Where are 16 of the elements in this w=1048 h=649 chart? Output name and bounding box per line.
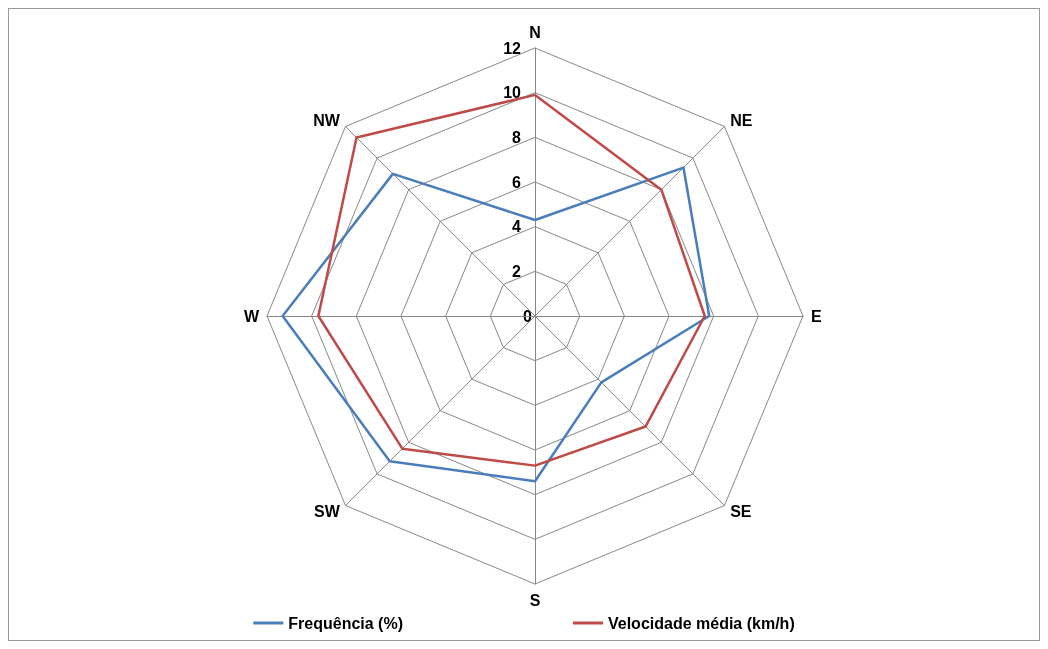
y-tick-label: 4 bbox=[512, 218, 522, 236]
y-tick-label: 2 bbox=[512, 262, 522, 280]
y-tick-label: 10 bbox=[503, 84, 522, 102]
y-tick-label: 6 bbox=[512, 173, 522, 191]
legend-label: Velocidade média (km/h) bbox=[607, 614, 795, 632]
spoke-label: E bbox=[811, 307, 822, 325]
spoke-label: S bbox=[529, 591, 541, 609]
legend-label: Frequência (%) bbox=[288, 614, 403, 632]
y-tick-label: 12 bbox=[503, 39, 522, 57]
spoke-label: NE bbox=[730, 112, 753, 130]
spoke-label: SE bbox=[730, 502, 752, 520]
spoke-label: N bbox=[529, 23, 541, 41]
spoke-label: W bbox=[243, 307, 260, 325]
spoke-label: NW bbox=[313, 112, 341, 130]
spoke-label: SW bbox=[314, 502, 341, 520]
y-tick-label: 8 bbox=[512, 128, 522, 146]
